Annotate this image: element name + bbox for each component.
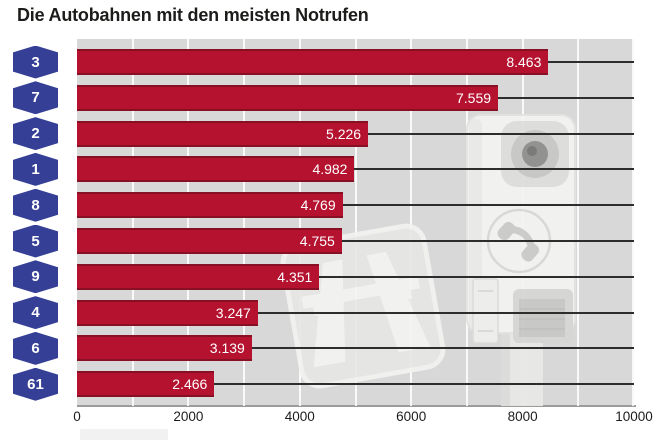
gridline-2000 (187, 39, 190, 406)
leader-line (77, 383, 634, 386)
bar-autobahn-1: 4.982 (77, 156, 355, 183)
bar-value-label: 2.466 (172, 376, 208, 393)
bar-value-label: 3.139 (209, 340, 245, 357)
x-tick-label-0: 0 (73, 409, 81, 424)
x-tick-label-4000: 4000 (284, 409, 315, 424)
autobahn-route-badge-9: 9 (13, 260, 58, 294)
autobahn-route-badge-5: 5 (13, 224, 58, 258)
bar-autobahn-8: 4.769 (77, 192, 343, 219)
leader-line (77, 275, 634, 278)
x-tick-label-2000: 2000 (173, 409, 204, 424)
gridline-1000 (131, 39, 134, 406)
leader-line (77, 311, 634, 314)
bar-autobahn-7: 7.559 (77, 84, 499, 111)
bar-value-label: 8.463 (506, 54, 542, 70)
x-axis-line (77, 405, 636, 407)
bar-autobahn-5: 4.755 (77, 228, 342, 254)
emergency-callbox-watermark (466, 114, 576, 406)
bar-autobahn-4: 3.247 (77, 299, 258, 326)
leader-line (77, 240, 634, 242)
bar-value-label: 4.769 (300, 197, 336, 214)
leader-line (77, 168, 634, 171)
gridline-10000 (632, 39, 634, 406)
autobahn-route-badge-4: 4 (13, 296, 58, 330)
bar-value-label: 7.559 (455, 89, 492, 106)
bar-value-label: 4.982 (312, 161, 348, 178)
autobahn-route-badge-2: 2 (13, 117, 58, 151)
gridline-4000 (298, 39, 301, 406)
x-tick-label-10000: 10000 (615, 409, 653, 424)
autobahn-route-badge-8: 8 (13, 188, 58, 222)
bar-value-label: 4.755 (299, 233, 335, 249)
phone-handset-icon (497, 221, 540, 262)
bar-value-label: 3.247 (215, 304, 251, 321)
bar-value-label: 4.351 (277, 268, 313, 285)
bar-value-label: 5.226 (326, 125, 362, 142)
autobahn-route-badge-61: 61 (13, 367, 58, 401)
bar-autobahn-9: 4.351 (77, 263, 320, 290)
leader-line (77, 347, 634, 350)
autobahn-route-badge-7: 7 (13, 81, 58, 115)
bar-autobahn-6: 3.139 (77, 335, 252, 362)
autobahn-route-badge-6: 6 (13, 331, 58, 365)
x-tick-label-8000: 8000 (507, 409, 538, 424)
gridline-9000 (577, 39, 580, 406)
gridline-5000 (354, 39, 357, 406)
gridline-3000 (243, 39, 246, 406)
bar-autobahn-61: 2.466 (77, 371, 215, 398)
autobahn-route-badge-1: 1 (13, 152, 58, 186)
chart-title: Die Autobahnen mit den meisten Notrufen (17, 5, 369, 25)
plot-area: 8.463 7.559 5.226 4.982 4.769 4.755 4.351 3.247… (77, 39, 634, 406)
faded-logo-fragment (80, 429, 168, 440)
leader-line (77, 204, 634, 207)
gridline-6000 (410, 39, 413, 406)
autobahn-route-badge-3: 3 (13, 45, 58, 79)
x-tick-label-6000: 6000 (396, 409, 427, 424)
bar-autobahn-2: 5.226 (77, 120, 369, 147)
bar-autobahn-3: 8.463 (77, 49, 549, 75)
